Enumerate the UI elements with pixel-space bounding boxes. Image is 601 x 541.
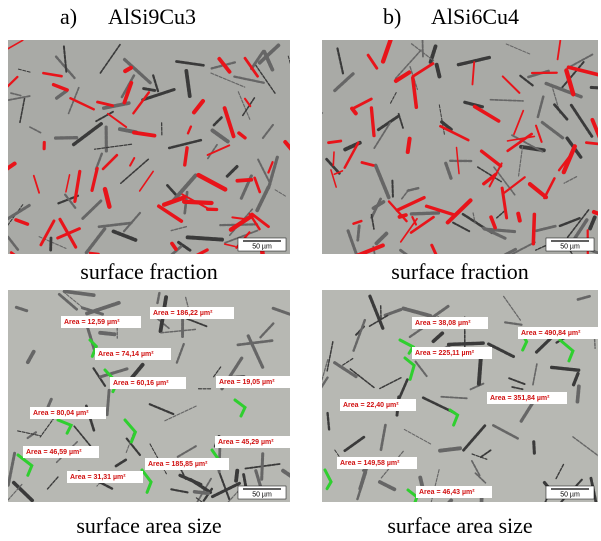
red-phase [125, 68, 131, 71]
caption: surface area size [387, 513, 532, 538]
area-label: Area = 46,59 µm² [26, 449, 82, 456]
phase [144, 89, 155, 91]
area-label: Area = 19,05 µm² [219, 379, 275, 386]
phase [392, 181, 393, 197]
area-label: Area = 60,16 µm² [113, 380, 169, 387]
micrograph: Area = 12,59 µm² Area = 186,22 µm² Area = … [3, 290, 308, 509]
phase [577, 386, 578, 401]
phase [358, 226, 359, 240]
alloy-name: AlSi9Cu3 [108, 4, 196, 29]
caption: surface area size [76, 513, 221, 538]
scale-bar-label: 50 µm [252, 491, 272, 498]
phase [236, 471, 237, 481]
area-label: Area = 38,08 µm² [415, 320, 471, 327]
area-label: Area = 31,31 µm² [70, 474, 126, 481]
panel-label: a) [60, 4, 77, 29]
phase [437, 65, 440, 77]
area-label: Area = 490,84 µm² [521, 330, 581, 337]
phase [188, 237, 223, 239]
phase [306, 113, 323, 130]
red-phase [518, 214, 520, 221]
red-phase [90, 253, 99, 254]
area-label: Area = 149,58 µm² [340, 460, 400, 467]
red-phase [533, 214, 534, 243]
panel-label: b) [383, 4, 401, 29]
phase [490, 100, 523, 101]
phase [534, 442, 535, 453]
phase [262, 454, 263, 481]
micrograph: Area = 38,08 µm² Area = 490,84 µm² Area = … [314, 290, 598, 534]
area-label: Area = 225,11 µm² [415, 350, 475, 357]
phase [100, 333, 114, 334]
micrograph: 50 µm [0, 40, 298, 271]
red-phase [333, 152, 334, 165]
red-phase [408, 139, 410, 152]
phase [328, 413, 330, 430]
area-label: Area = 45,29 µm² [218, 439, 274, 446]
phase [440, 448, 460, 450]
scale-bar-label: 50 µm [560, 491, 580, 498]
area-label: Area = 12,59 µm² [64, 319, 120, 326]
alloy-name: AlSi6Cu4 [431, 4, 519, 29]
micrograph: 50 µm [306, 40, 601, 270]
scale-bar-label: 50 µm [252, 243, 272, 250]
caption: surface fraction [391, 259, 528, 284]
phase [195, 492, 209, 494]
red-phase [329, 141, 341, 143]
caption: surface fraction [80, 259, 217, 284]
area-label: Area = 186,22 µm² [153, 310, 213, 317]
area-label: Area = 22,40 µm² [343, 402, 399, 409]
area-label: Area = 185,85 µm² [148, 461, 208, 468]
phase [591, 87, 601, 88]
area-label: Area = 80,04 µm² [33, 410, 89, 417]
red-phase [185, 148, 187, 165]
area-label: Area = 74,14 µm² [98, 351, 154, 358]
red-phase [11, 253, 29, 267]
area-label: Area = 46,43 µm² [419, 489, 475, 496]
phase [411, 213, 438, 214]
image-background [8, 40, 290, 254]
scale-bar-label: 50 µm [560, 243, 580, 250]
figure: a) AlSi9Cu3 b) AlSi6Cu4 50 µm surface fra… [0, 0, 601, 541]
area-label: Area = 351,84 µm² [490, 395, 550, 402]
red-phase [237, 180, 251, 181]
image-background [8, 290, 290, 502]
